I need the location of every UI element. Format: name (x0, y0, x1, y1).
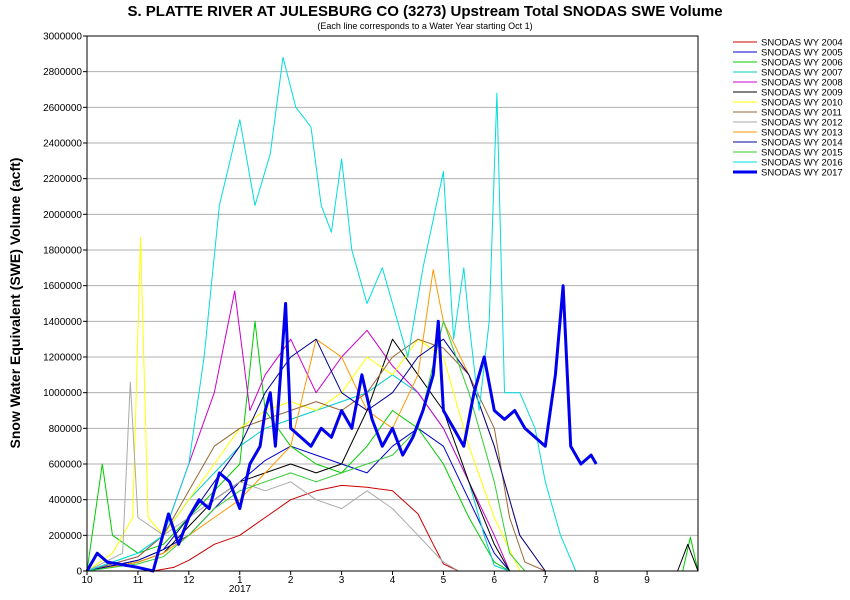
series-line-8 (86, 381, 698, 572)
x-tick-label: 7 (542, 575, 548, 586)
legend-label: SNODAS WY 2004 (761, 38, 843, 49)
y-tick-label: 1600000 (43, 281, 82, 292)
x-tick-label: 11 (133, 575, 144, 586)
legend-label: SNODAS WY 2016 (761, 158, 843, 169)
legend-label: SNODAS WY 2009 (761, 88, 843, 99)
y-tick-label: 1000000 (43, 388, 82, 399)
x-tick-label: 3 (339, 575, 345, 586)
legend-label: SNODAS WY 2017 (761, 168, 843, 179)
y-tick-label: 800000 (49, 424, 83, 435)
legend-label: SNODAS WY 2014 (761, 138, 843, 149)
x-tick-label: 12 (183, 575, 195, 586)
x-tick-label: 6 (492, 575, 498, 586)
legend-label: SNODAS WY 2013 (761, 128, 843, 139)
x-tick-label: 1 (237, 575, 243, 586)
chart-title: S. PLATTE RIVER AT JULESBURG CO (3273) U… (127, 3, 722, 20)
x-tick-label: 5 (441, 575, 447, 586)
series-line-9 (86, 269, 698, 572)
x-axis-year-label: 2017 (229, 584, 252, 595)
x-axis-ticks: 10 11 12 1 2 3 4 5 6 7 8 9 (81, 571, 650, 586)
y-tick-label: 400000 (49, 495, 83, 506)
y-tick-label: 1400000 (43, 317, 82, 328)
x-tick-label: 2 (288, 575, 294, 586)
x-tick-label: 10 (81, 575, 93, 586)
series-line-12 (86, 56, 698, 572)
legend-label: SNODAS WY 2011 (761, 108, 842, 119)
y-axis-ticks: 0 200000 400000 600000 800000 1000000 1200000 1… (43, 32, 87, 578)
y-axis-label: Snow Water Equivalent (SWE) Volume (acft… (7, 158, 23, 449)
y-tick-label: 2600000 (43, 103, 82, 114)
y-tick-label: 1800000 (43, 246, 82, 257)
legend-label: SNODAS WY 2015 (761, 148, 843, 159)
y-tick-label: 1200000 (43, 353, 82, 364)
series-line-2 (86, 320, 699, 572)
plot-frame (86, 35, 699, 572)
series-line-13 (85, 284, 598, 573)
legend-label: SNODAS WY 2012 (761, 118, 843, 129)
legend-label: SNODAS WY 2006 (761, 58, 843, 69)
series-lines (85, 56, 699, 573)
series-line-0 (87, 484, 698, 572)
y-tick-label: 600000 (49, 460, 83, 471)
x-tick-label: 9 (644, 575, 650, 586)
legend-label: SNODAS WY 2008 (761, 78, 843, 89)
x-tick-label: 8 (593, 575, 599, 586)
series-line-5 (86, 338, 699, 572)
y-tick-label: 200000 (49, 531, 83, 542)
legend-label: SNODAS WY 2007 (761, 68, 843, 79)
series-line-11 (86, 320, 698, 572)
legend-label: SNODAS WY 2005 (761, 48, 843, 59)
chart-subtitle: (Each line corresponds to a Water Year s… (317, 21, 532, 31)
y-tick-label: 2800000 (43, 67, 82, 78)
series-line-6 (86, 237, 698, 572)
x-tick-label: 4 (390, 575, 396, 586)
y-tick-label: 2400000 (43, 139, 82, 150)
y-tick-label: 3000000 (43, 32, 82, 43)
legend-label: SNODAS WY 2010 (761, 98, 843, 109)
y-tick-label: 0 (76, 567, 82, 578)
y-tick-label: 2200000 (43, 174, 82, 185)
y-tick-label: 2000000 (43, 210, 82, 221)
